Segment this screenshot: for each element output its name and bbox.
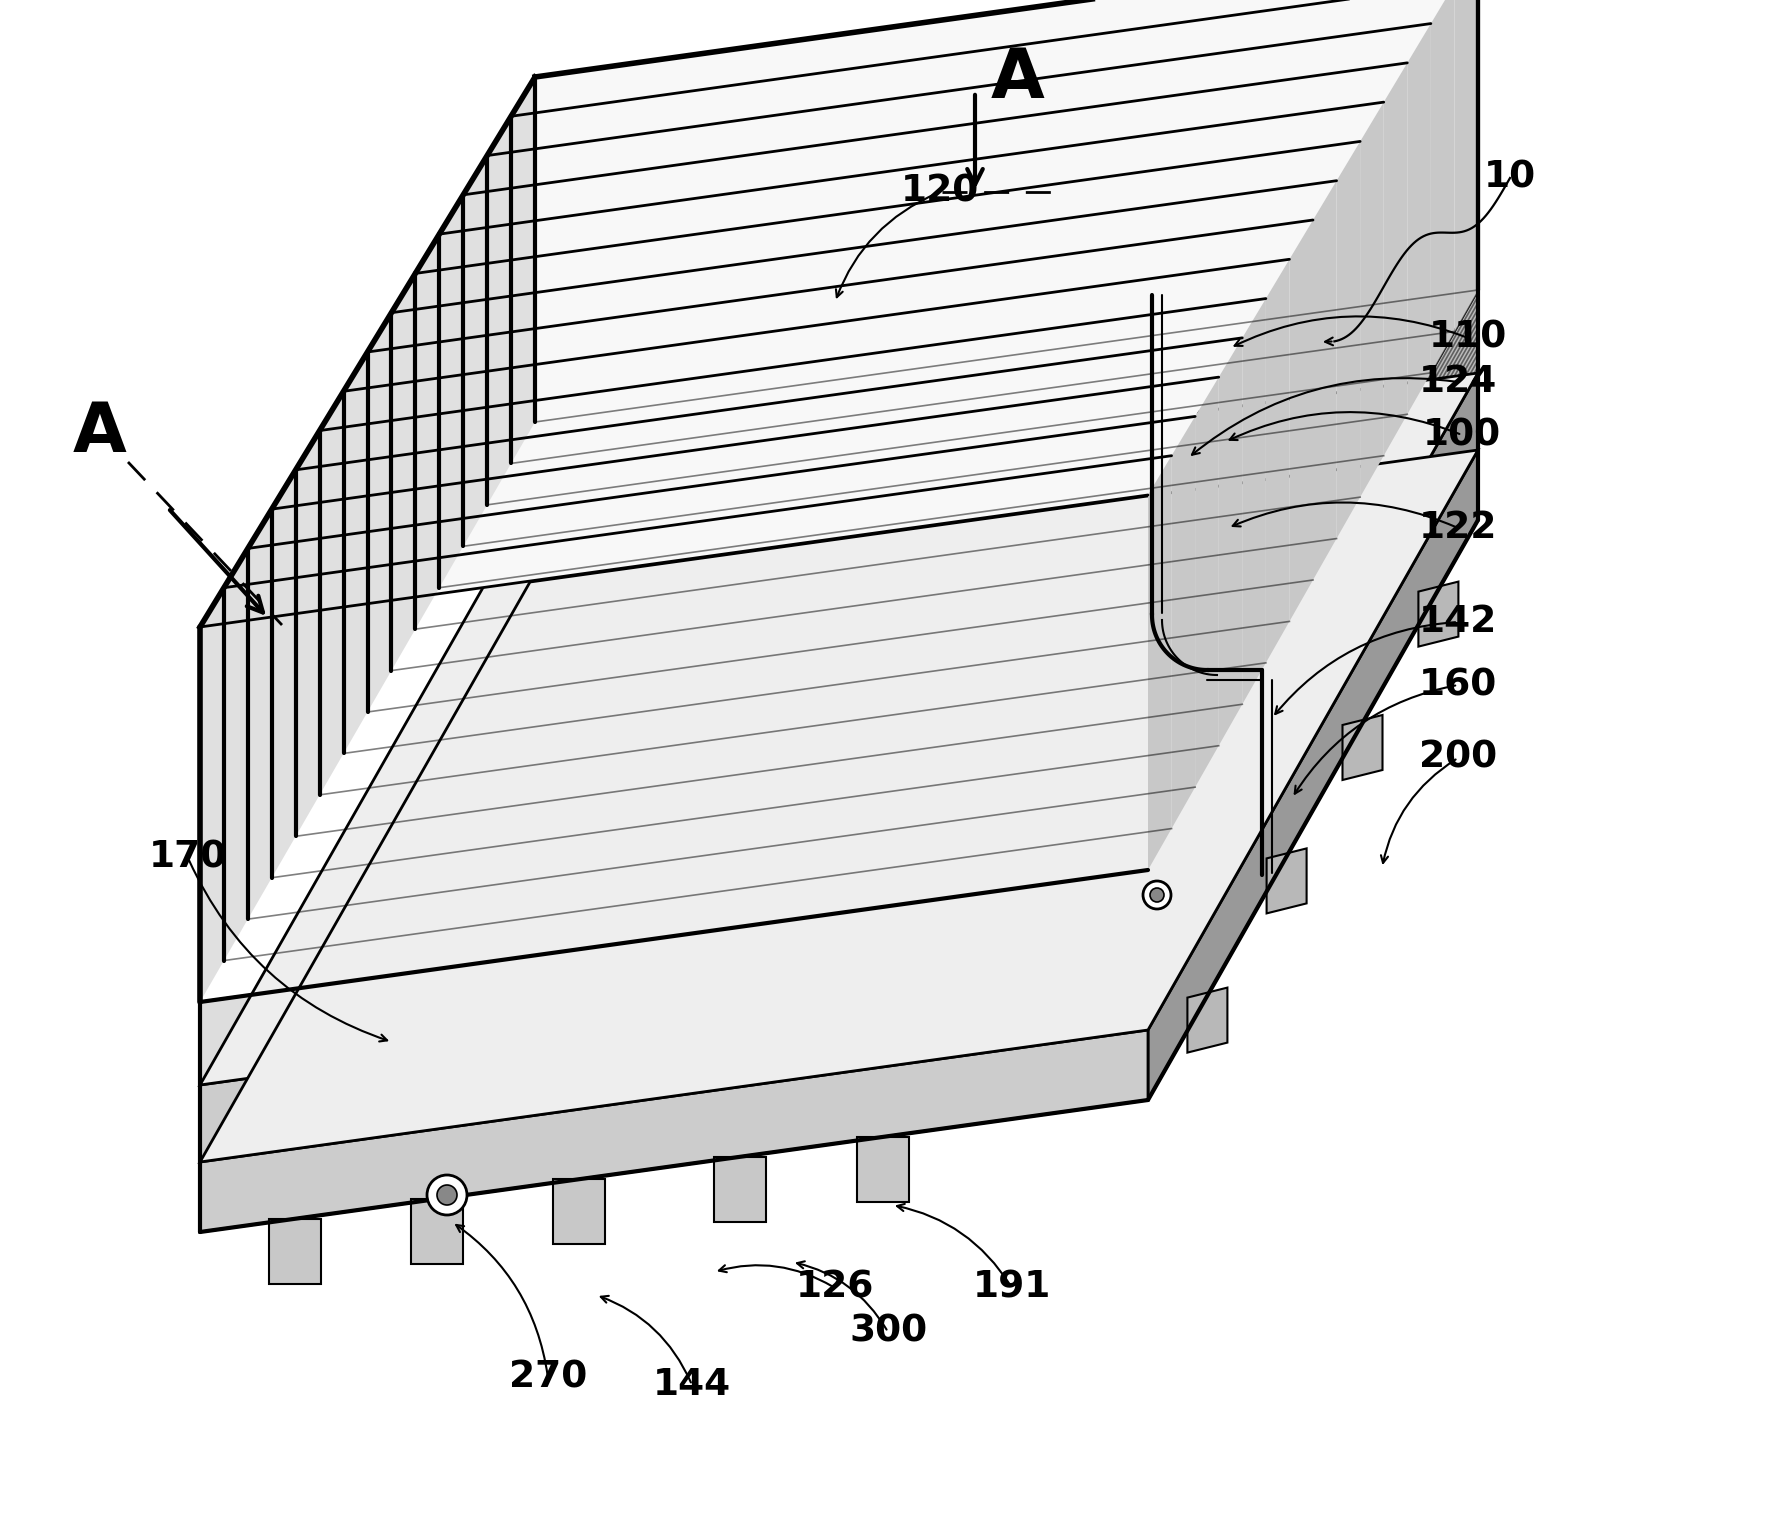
- Polygon shape: [1242, 298, 1265, 704]
- Polygon shape: [224, 549, 247, 961]
- Polygon shape: [201, 456, 1172, 626]
- Polygon shape: [416, 102, 1383, 274]
- Polygon shape: [319, 391, 344, 795]
- Polygon shape: [1149, 456, 1172, 869]
- Polygon shape: [201, 1031, 1149, 1233]
- Polygon shape: [857, 1137, 909, 1202]
- Text: 10: 10: [1484, 160, 1536, 196]
- Text: 124: 124: [1419, 363, 1496, 400]
- Polygon shape: [1337, 141, 1360, 538]
- Text: A: A: [73, 398, 127, 465]
- Polygon shape: [201, 450, 1478, 1161]
- Polygon shape: [462, 155, 487, 546]
- Text: 144: 144: [652, 1366, 731, 1403]
- Polygon shape: [1188, 988, 1228, 1052]
- Polygon shape: [554, 1180, 606, 1245]
- Polygon shape: [272, 337, 1242, 509]
- Polygon shape: [247, 509, 272, 920]
- Polygon shape: [1314, 181, 1337, 581]
- Polygon shape: [1149, 450, 1478, 1100]
- Polygon shape: [1195, 377, 1219, 787]
- Polygon shape: [1455, 0, 1478, 331]
- Polygon shape: [416, 234, 439, 629]
- Polygon shape: [391, 274, 416, 670]
- Polygon shape: [1383, 62, 1407, 456]
- Polygon shape: [1407, 24, 1430, 415]
- Polygon shape: [269, 1219, 321, 1284]
- Text: 300: 300: [849, 1313, 926, 1350]
- Polygon shape: [201, 953, 1149, 1161]
- Circle shape: [437, 1186, 457, 1205]
- Polygon shape: [224, 416, 1195, 588]
- Text: 170: 170: [149, 841, 228, 876]
- Polygon shape: [1219, 337, 1242, 746]
- Polygon shape: [439, 62, 1407, 234]
- Polygon shape: [296, 430, 319, 836]
- Polygon shape: [410, 1199, 462, 1265]
- Text: 160: 160: [1419, 667, 1496, 702]
- Polygon shape: [487, 0, 1455, 155]
- Text: 142: 142: [1419, 603, 1496, 640]
- Polygon shape: [1265, 260, 1290, 663]
- Circle shape: [1143, 882, 1170, 909]
- Text: 126: 126: [796, 1271, 874, 1306]
- Polygon shape: [1149, 372, 1478, 1031]
- Text: 110: 110: [1428, 321, 1507, 356]
- Polygon shape: [511, 78, 536, 464]
- Polygon shape: [201, 372, 1478, 1085]
- Text: A: A: [991, 44, 1045, 111]
- Polygon shape: [344, 353, 367, 754]
- Polygon shape: [462, 24, 1430, 195]
- Text: 191: 191: [973, 1271, 1052, 1306]
- Polygon shape: [391, 141, 1360, 313]
- Polygon shape: [201, 869, 1149, 1085]
- Polygon shape: [715, 1157, 767, 1222]
- Polygon shape: [511, 0, 1478, 117]
- Polygon shape: [487, 117, 511, 505]
- Polygon shape: [1172, 416, 1195, 828]
- Polygon shape: [1267, 848, 1306, 914]
- Polygon shape: [296, 298, 1265, 470]
- Polygon shape: [439, 195, 462, 588]
- Text: 122: 122: [1419, 511, 1496, 546]
- Polygon shape: [272, 470, 296, 877]
- Polygon shape: [344, 220, 1314, 391]
- Polygon shape: [1342, 714, 1382, 780]
- Polygon shape: [319, 260, 1290, 430]
- Polygon shape: [1290, 220, 1314, 622]
- Polygon shape: [1360, 102, 1383, 497]
- Circle shape: [426, 1175, 468, 1214]
- Polygon shape: [367, 181, 1337, 353]
- Text: 270: 270: [509, 1360, 588, 1395]
- Text: 200: 200: [1419, 740, 1496, 777]
- Polygon shape: [1149, 290, 1478, 953]
- Polygon shape: [1419, 582, 1459, 646]
- Text: 100: 100: [1423, 416, 1502, 453]
- Polygon shape: [201, 588, 224, 1002]
- Text: 120: 120: [901, 173, 978, 210]
- Polygon shape: [367, 313, 391, 711]
- Polygon shape: [247, 377, 1219, 549]
- Circle shape: [1150, 888, 1165, 901]
- Polygon shape: [1430, 0, 1455, 372]
